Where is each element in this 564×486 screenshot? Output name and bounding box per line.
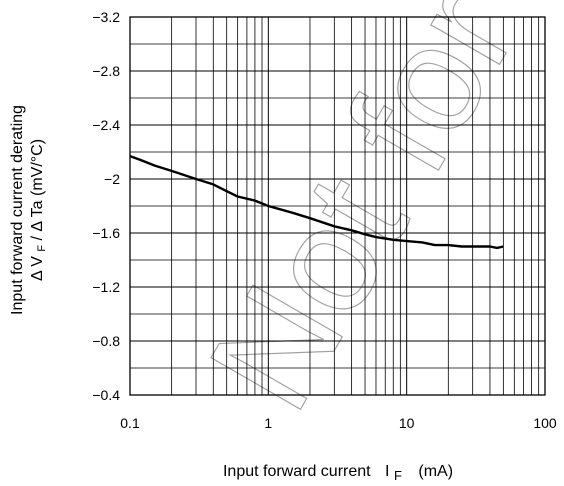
x-tick-label: 100 [533,415,557,431]
x-axis-label: Input forward current I F (mA) [223,463,453,484]
y-tick-label: −2.4 [92,117,120,133]
y-tick-label: −1.2 [92,279,120,295]
y-axis-label-line2-a: Δ V [29,256,46,281]
y-tick-label: −0.8 [92,333,120,349]
grid-minor [130,17,545,395]
y-axis-label: Input forward current derating Δ V F / Δ… [9,105,49,315]
plot-frame [129,16,546,396]
x-axis-unit: (mA) [418,463,453,480]
x-tick-labels: 0.1 1 10 100 [120,415,557,431]
y-tick-labels: −3.2 −2.8 −2.4 −2 −1.6 −1.2 −0.8 −0.4 [92,9,120,403]
y-tick-label: −2.8 [92,63,120,79]
y-axis-label-line2-sub: F [36,245,48,252]
series [129,154,504,250]
watermark: Not for [176,0,548,437]
x-tick-label: 1 [264,415,272,431]
y-axis-label-line2-rest: / Δ Ta (mV/°C) [29,139,46,241]
y-tick-label: −2 [104,171,120,187]
y-tick-label: −0.4 [92,387,120,403]
x-axis-symbol-sub: F [394,468,402,483]
watermark-text: Not for [177,0,548,436]
y-axis-label-line2: Δ V F / Δ Ta (mV/°C) [29,139,49,281]
derating-curve [129,154,504,250]
y-tick-label: −1.6 [92,225,120,241]
y-axis-label-line1: Input forward current derating [9,105,26,315]
plot-border [129,16,546,396]
y-tick-label: −3.2 [92,9,120,25]
x-tick-label: 10 [399,415,415,431]
x-tick-label: 0.1 [120,415,140,431]
x-axis-symbol: I [385,463,389,480]
x-axis-label-text: Input forward current [223,463,371,480]
